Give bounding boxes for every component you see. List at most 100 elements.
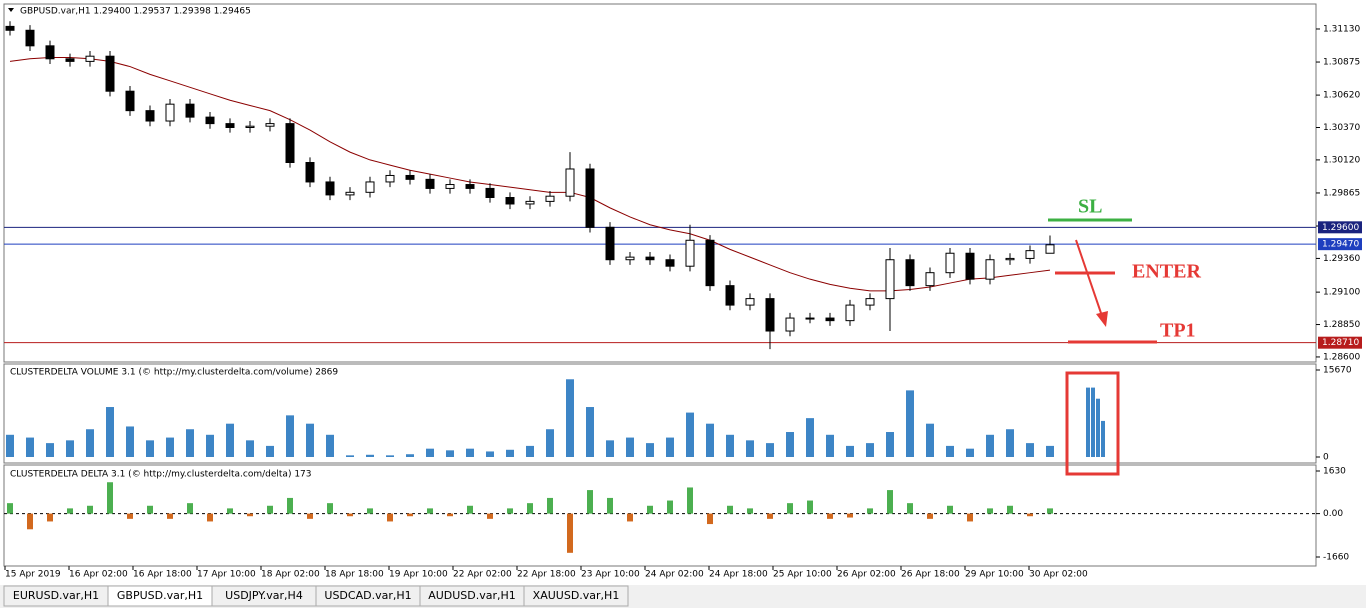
delta-bar xyxy=(67,508,73,514)
tab-label[interactable]: AUDUSD.var,H1 xyxy=(428,589,516,602)
delta-bar xyxy=(827,513,833,519)
candle-body xyxy=(425,178,435,189)
volume-bar xyxy=(546,429,554,457)
x-tick-label: 16 Apr 18:00 xyxy=(133,570,192,580)
candle-body xyxy=(1005,257,1015,261)
delta-bar xyxy=(467,505,473,514)
x-tick-label: 29 Apr 10:00 xyxy=(965,570,1024,580)
candle-body xyxy=(125,90,135,112)
candle-body xyxy=(385,174,395,183)
volume-bar xyxy=(166,437,174,457)
delta-title: CLUSTERDELTA DELTA 3.1 (© http://my.clus… xyxy=(10,470,312,480)
candle-body xyxy=(285,123,295,164)
y-tick-label: 15670 xyxy=(1323,366,1352,376)
candle-body xyxy=(25,29,35,47)
delta-bar xyxy=(127,513,133,519)
volume-bar xyxy=(966,448,974,457)
candle-body xyxy=(265,123,275,127)
volume-bar xyxy=(806,418,814,457)
tab-label[interactable]: XAUUSD.var,H1 xyxy=(533,589,620,602)
delta-bar xyxy=(947,505,953,514)
volume-bar xyxy=(566,379,574,457)
tab-label[interactable]: USDCAD.var,H1 xyxy=(324,589,411,602)
volume-bar xyxy=(766,443,774,457)
volume-bar xyxy=(906,390,914,457)
y-tick-label: 1.29360 xyxy=(1323,254,1360,264)
x-tick-label: 23 Apr 10:00 xyxy=(581,570,640,580)
candle-body xyxy=(985,259,995,280)
volume-bar xyxy=(1046,445,1054,457)
volume-bar xyxy=(1086,387,1090,457)
volume-bar xyxy=(826,434,834,457)
volume-bar xyxy=(946,445,954,457)
volume-bar xyxy=(646,443,654,457)
delta-bar xyxy=(47,513,53,522)
tab-label[interactable]: USDJPY.var,H4 xyxy=(225,589,303,602)
delta-bar xyxy=(247,513,253,517)
candle-body xyxy=(945,252,955,274)
candle-body xyxy=(665,259,675,267)
candle-body xyxy=(745,298,755,306)
delta-bar xyxy=(787,503,793,514)
volume-bar xyxy=(6,434,14,457)
delta-bar xyxy=(167,513,173,519)
delta-bar xyxy=(27,513,33,530)
delta-bar xyxy=(307,513,313,519)
volume-bar xyxy=(386,455,394,457)
volume-bar xyxy=(306,423,314,457)
candle-body xyxy=(485,187,495,198)
x-tick-label: 16 Apr 02:00 xyxy=(69,570,128,580)
candle-body xyxy=(105,55,115,92)
delta-bar xyxy=(887,490,893,514)
delta-bar xyxy=(587,490,593,514)
x-tick-label: 18 Apr 18:00 xyxy=(325,570,384,580)
volume-bar xyxy=(666,437,674,457)
delta-bar xyxy=(807,500,813,514)
delta-bar xyxy=(847,513,853,518)
candle-body xyxy=(1025,250,1035,259)
candle-body xyxy=(625,256,635,261)
candle-body xyxy=(725,285,735,306)
delta-bar xyxy=(327,503,333,514)
annotation-arrowhead xyxy=(1096,311,1108,327)
volume-bar xyxy=(926,423,934,457)
volume-bar xyxy=(466,448,474,457)
highlight-box xyxy=(1065,371,1120,476)
delta-bar xyxy=(627,513,633,522)
candle-body xyxy=(345,191,355,196)
candle-body xyxy=(585,168,595,228)
tab-label[interactable]: EURUSD.var,H1 xyxy=(13,589,99,602)
y-tick-label: 1.28600 xyxy=(1323,352,1360,362)
tab[interactable] xyxy=(523,585,629,607)
y-tick-label: 1.31130 xyxy=(1323,24,1360,34)
candle-body xyxy=(85,55,95,62)
volume-bar xyxy=(46,443,54,457)
volume-bar xyxy=(526,445,534,457)
level-tag xyxy=(1318,221,1362,234)
delta-bar xyxy=(1027,513,1033,517)
volume-bar xyxy=(1091,387,1095,457)
x-tick-label: 17 Apr 10:00 xyxy=(197,570,256,580)
volume-title: CLUSTERDELTA VOLUME 3.1 (© http://my.clu… xyxy=(10,368,338,378)
delta-bar xyxy=(567,513,573,553)
delta-bar xyxy=(367,508,373,514)
menu-arrow[interactable] xyxy=(8,8,14,12)
candle-body xyxy=(785,317,795,332)
delta-bar xyxy=(187,503,193,514)
x-tick-label: 26 Apr 02:00 xyxy=(837,570,896,580)
tab-label[interactable]: GBPUSD.var,H1 xyxy=(117,589,203,602)
level-tag xyxy=(1318,336,1362,349)
delta-bar xyxy=(507,508,513,514)
delta-bar xyxy=(707,513,713,525)
candle-body xyxy=(465,184,475,189)
delta-bar xyxy=(1007,505,1013,514)
candle-body xyxy=(805,317,815,320)
delta-bar xyxy=(527,503,533,514)
delta-bar xyxy=(687,487,693,514)
volume-bar xyxy=(686,412,694,457)
delta-bar xyxy=(1047,508,1053,514)
y-tick-label: 1.30120 xyxy=(1323,155,1360,165)
volume-bar xyxy=(606,440,614,457)
candle-body xyxy=(245,125,255,129)
delta-bar xyxy=(267,505,273,514)
